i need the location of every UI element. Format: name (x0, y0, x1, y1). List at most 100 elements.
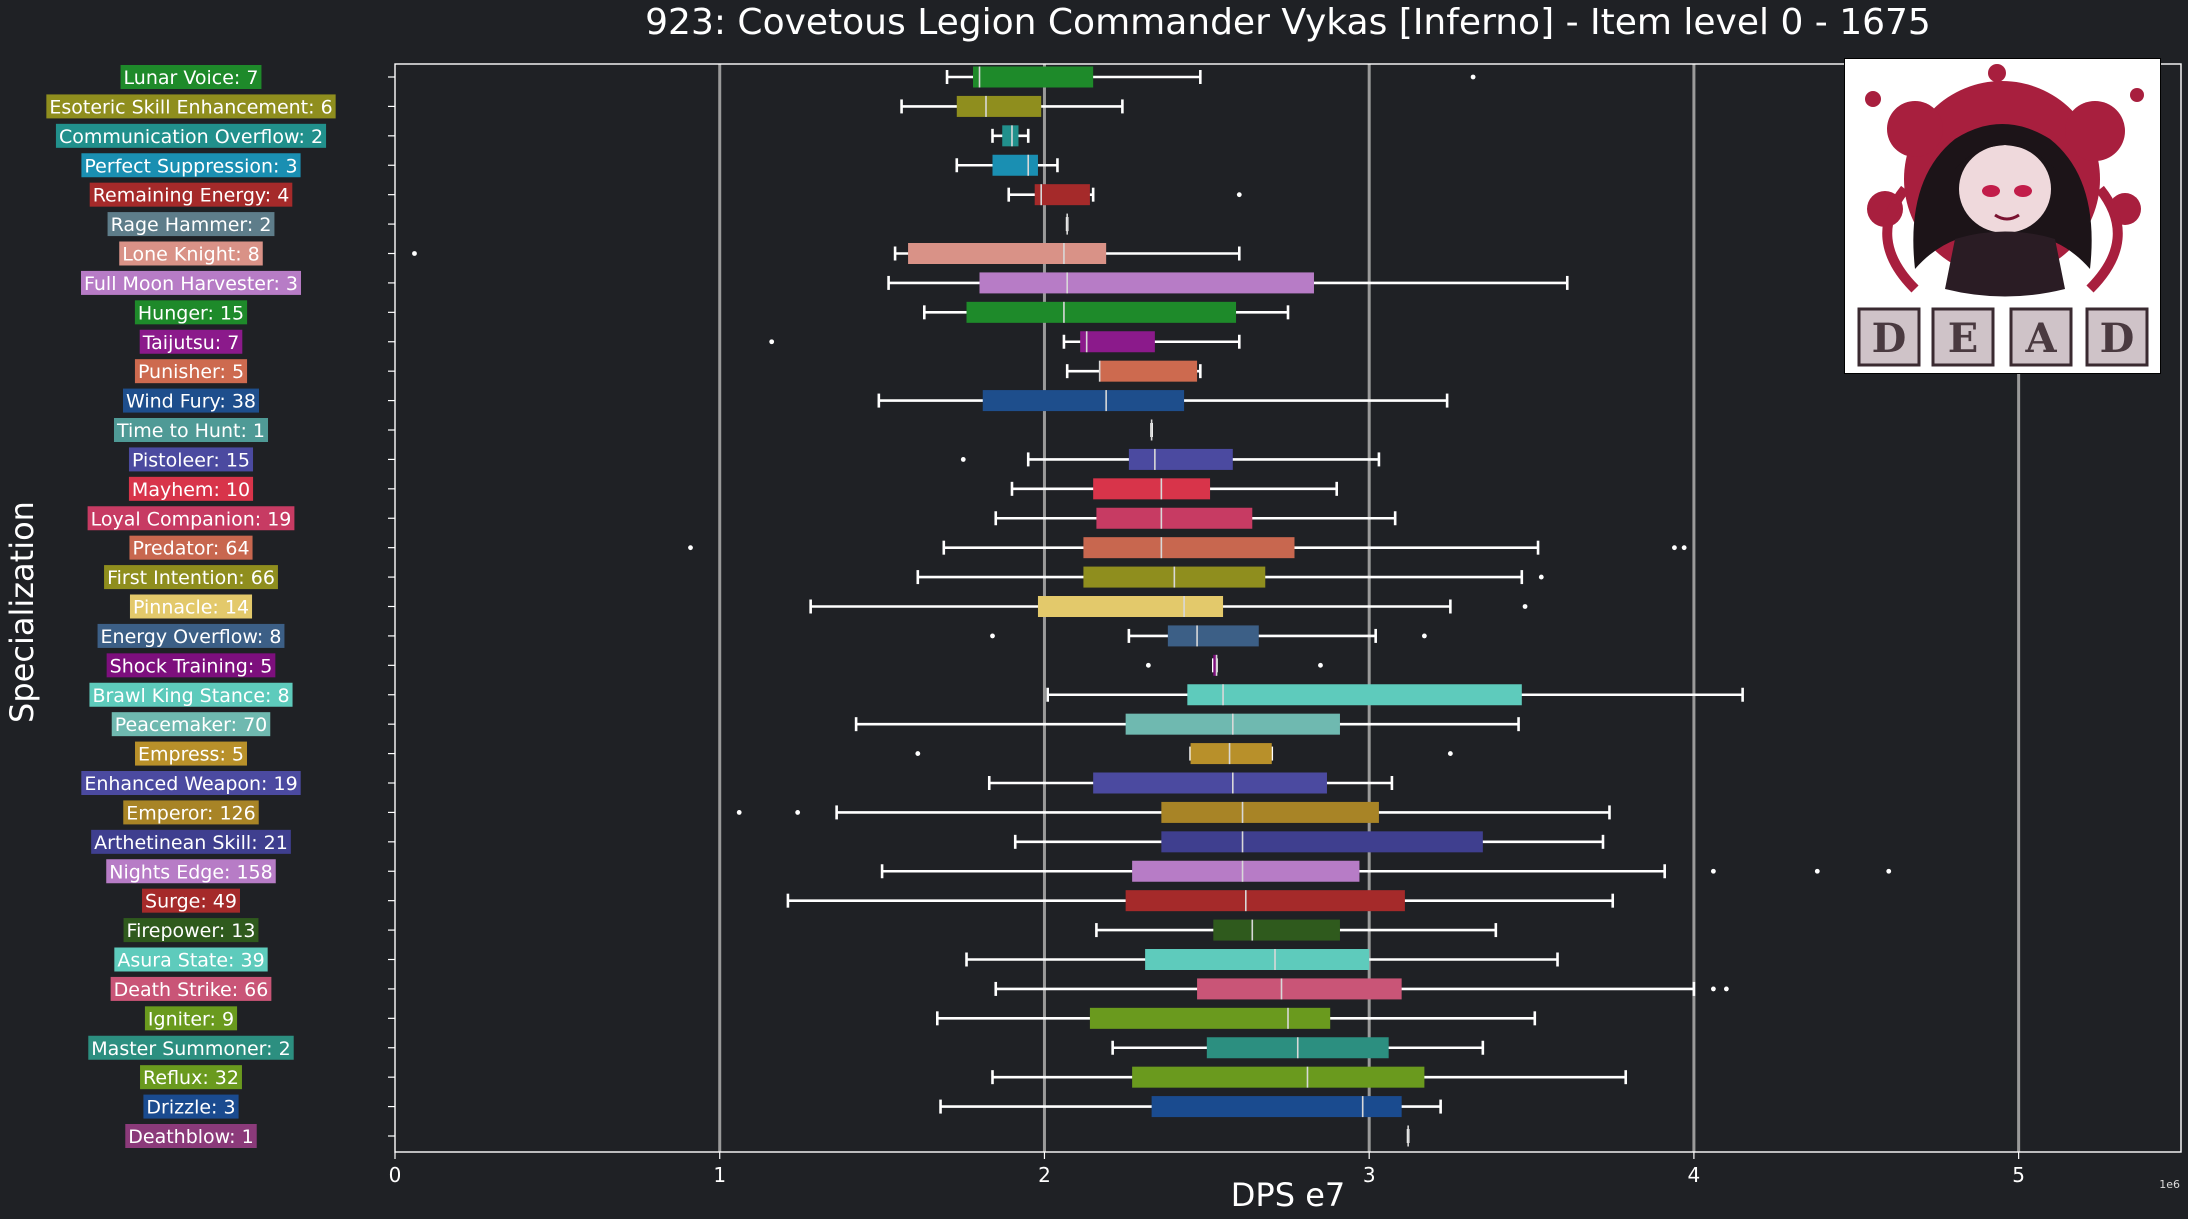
category-label-text: Remaining Energy: 4 (93, 185, 290, 207)
category-label: Punisher: 5 (134, 359, 248, 384)
box-group (769, 331, 1241, 353)
outlier-point (1710, 986, 1716, 992)
category-label-text: Rage Hammer: 2 (111, 214, 272, 236)
box-iqr (1197, 978, 1402, 1000)
category-label-background (113, 418, 269, 442)
outlier-point (915, 751, 921, 756)
category-label: Pinnacle: 14 (129, 594, 253, 619)
plot-frame (394, 63, 2182, 1153)
category-label-background (142, 888, 240, 913)
category-label-text: Lunar Voice: 7 (124, 67, 259, 89)
box-iqr (979, 272, 1314, 294)
category-label-background (144, 1006, 238, 1031)
category-label: Lunar Voice: 7 (120, 65, 262, 89)
category-label-text: Surge: 49 (145, 891, 237, 913)
category-label-text: Esoteric Skill Enhancement: 6 (49, 96, 332, 118)
svg-text:A: A (2024, 315, 2057, 362)
box-iqr (1128, 448, 1233, 470)
x-axis-label: DPS e7 (1231, 1176, 1345, 1214)
category-label-background (107, 212, 275, 237)
box-group (994, 507, 1397, 529)
category-label-background (123, 800, 259, 825)
category-label-text: Wind Fury: 38 (126, 391, 256, 413)
category-label-text: Reflux: 32 (143, 1067, 239, 1089)
box-group (1095, 919, 1498, 941)
box-iqr (1213, 919, 1340, 941)
category-label-text: Asura State: 39 (117, 950, 264, 972)
category-label-background (81, 153, 301, 178)
category-label-background (134, 359, 248, 384)
box-iqr (1034, 184, 1090, 206)
category-label-background (87, 506, 295, 531)
category-label: Predator: 64 (129, 535, 253, 560)
category-label: Empress: 5 (135, 741, 247, 766)
category-label-background (89, 182, 293, 207)
character-figure (1882, 124, 2123, 297)
category-label: Arthetinean Skill: 21 (91, 829, 291, 854)
svg-text:D: D (2100, 315, 2135, 362)
category-label-text: Full Moon Harvester: 3 (84, 273, 298, 295)
category-label-text: Shock Training: 5 (110, 655, 273, 677)
category-label-background (119, 241, 263, 266)
category-label-text: First Intention: 66 (107, 567, 275, 589)
category-label-background (106, 859, 276, 884)
category-label: Reflux: 32 (140, 1065, 242, 1090)
outlier-point (990, 633, 995, 639)
category-label: Asura State: 39 (114, 947, 268, 972)
category-label-background (88, 1035, 294, 1060)
category-label: Energy Overflow: 8 (97, 623, 285, 648)
category-label-text: Predator: 64 (132, 538, 249, 560)
box-group (412, 243, 1241, 264)
outlier-point (1723, 986, 1729, 992)
category-label-background (81, 771, 301, 795)
category-label: Lone Knight: 8 (119, 241, 263, 266)
box-group (688, 537, 1687, 559)
category-label-background (81, 270, 301, 295)
category-label-background (143, 1094, 239, 1119)
box-group (923, 301, 1290, 323)
x-tick-label-0: 0 (389, 1163, 402, 1187)
category-label: Shock Training: 5 (106, 653, 276, 678)
category-label: Pistoleer: 15 (128, 447, 254, 472)
category-label-text: Energy Overflow: 8 (101, 626, 282, 648)
box-iqr (1151, 1096, 1402, 1118)
x-axis-offset-text: 1e6 (2159, 1178, 2180, 1191)
category-label-text: Time to Hunt: 1 (116, 420, 265, 442)
category-label-background (97, 623, 285, 648)
category-label-text: Igniter: 9 (148, 1008, 234, 1030)
box-iqr (966, 301, 1237, 323)
svg-text:D: D (1872, 315, 1907, 362)
category-label-text: Brawl King Stance: 8 (92, 685, 289, 707)
box-group (1065, 360, 1202, 382)
category-label-text: Punisher: 5 (138, 361, 244, 383)
box-group (786, 890, 1615, 912)
box-iqr (1132, 1066, 1425, 1088)
box-iqr (908, 243, 1107, 264)
category-label-text: Pinnacle: 14 (133, 597, 249, 619)
category-label-text: Death Strike: 66 (114, 979, 269, 1001)
outlier-point (960, 457, 966, 462)
outlier-point (736, 810, 742, 815)
category-label: Surge: 49 (142, 888, 240, 913)
box-iqr (1096, 507, 1253, 529)
category-label-background (55, 123, 327, 148)
svg-text:E: E (1948, 315, 1979, 362)
box-group (877, 390, 1449, 412)
category-label-background (128, 447, 254, 472)
x-tick-label-1: 1 (713, 1163, 726, 1187)
category-label: Emperor: 126 (123, 800, 259, 825)
box-group (939, 1096, 1442, 1118)
box-iqr (1125, 890, 1405, 912)
category-label: Loyal Companion: 19 (87, 506, 295, 531)
box-group (990, 625, 1427, 647)
box-iqr (1167, 625, 1259, 647)
category-label-text: Nights Edge: 158 (109, 861, 273, 883)
x-tick-label-3: 3 (1363, 1163, 1376, 1187)
outlier-point (1672, 545, 1677, 551)
box-iqr (1089, 1007, 1331, 1029)
outlier-point (769, 339, 775, 345)
box-group (1145, 654, 1323, 676)
outlier-point (1814, 868, 1820, 874)
box-group (854, 713, 1520, 735)
box-iqr (1161, 801, 1379, 823)
